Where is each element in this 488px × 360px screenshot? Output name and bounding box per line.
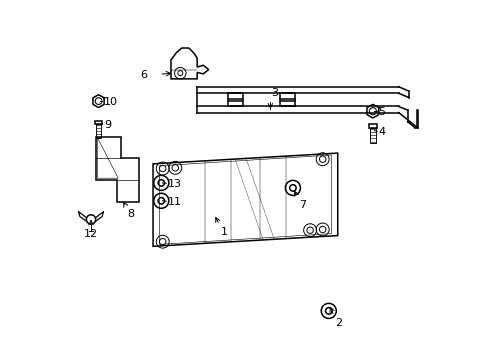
Text: 13: 13 xyxy=(167,179,182,189)
Text: 6: 6 xyxy=(141,70,147,80)
Text: 7: 7 xyxy=(298,200,305,210)
Text: 11: 11 xyxy=(167,197,182,207)
Text: 8: 8 xyxy=(127,210,134,219)
Text: 5: 5 xyxy=(378,107,385,117)
Text: 2: 2 xyxy=(335,319,342,328)
Text: 12: 12 xyxy=(84,229,98,239)
Bar xyxy=(96,124,101,138)
Text: 9: 9 xyxy=(104,120,111,130)
Text: 10: 10 xyxy=(104,97,118,107)
Text: 4: 4 xyxy=(378,127,385,137)
Bar xyxy=(368,125,376,128)
Bar xyxy=(95,121,102,124)
Text: 1: 1 xyxy=(221,227,227,237)
Bar xyxy=(369,128,375,143)
Text: 3: 3 xyxy=(270,88,278,98)
